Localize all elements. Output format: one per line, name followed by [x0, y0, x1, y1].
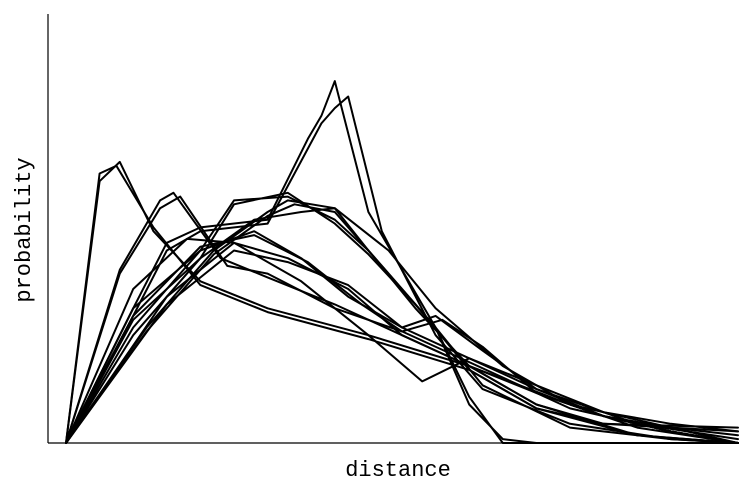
series-line-7	[65, 195, 739, 444]
series-line-2	[65, 164, 739, 444]
series-line-6	[65, 95, 739, 444]
series-line-11	[65, 230, 739, 444]
series-line-10	[65, 203, 739, 444]
series-line-16	[65, 237, 739, 444]
series-group	[65, 80, 739, 444]
series-line-8	[65, 191, 739, 444]
x-axis-label: distance	[345, 458, 451, 479]
series-line-9	[65, 199, 739, 444]
series-line-5	[65, 80, 739, 444]
y-axis-label: probability	[12, 157, 37, 302]
series-line-3	[65, 191, 739, 444]
series-line-14	[65, 241, 739, 444]
series-line-15	[65, 249, 739, 444]
series-line-4	[65, 195, 739, 444]
